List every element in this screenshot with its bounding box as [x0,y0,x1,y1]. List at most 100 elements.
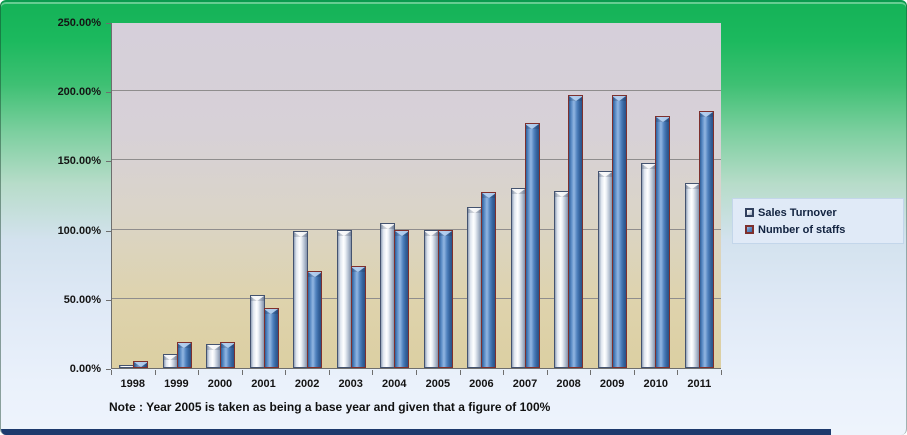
legend-label: Sales Turnover [758,206,837,219]
category-group-2001 [243,23,287,368]
y-tick-label: 100.00% [57,224,101,237]
category-group-2003 [330,23,374,368]
category-group-2006 [460,23,504,368]
category-group-2009 [591,23,635,368]
x-tick-mark [154,370,156,375]
staffs-bar-1999 [176,342,192,368]
x-tick-mark [677,370,679,375]
staffs-bar-2005 [437,230,453,368]
y-tick-mark [106,23,111,24]
y-tick-mark [106,299,111,301]
legend-label: Number of staffs [758,223,846,236]
staffs-bar-2009 [611,95,627,368]
gridline [112,159,721,161]
x-tick-mark [111,370,112,375]
staffs-bar-2002 [307,271,323,368]
x-tick-label: 1998 [120,378,146,390]
x-tick-label: 2003 [338,378,363,390]
x-tick-mark [459,370,461,375]
category-group-2008 [547,23,591,368]
sales-bar-2008 [554,191,570,368]
category-group-2011 [678,23,722,368]
gridline [112,90,721,92]
staffs-bar-2010 [655,116,671,368]
x-tick-label: 2000 [207,378,233,390]
category-group-1998 [112,23,156,368]
y-tick-label: 150.00% [57,155,101,168]
legend-item: Number of staffs [745,224,903,236]
x-tick-label: 2004 [382,378,407,390]
sales-bar-2007 [510,188,526,368]
sales-bar-2011 [684,183,700,368]
y-tick-label: 250.00% [57,17,101,29]
x-tick-label: 2011 [687,378,712,390]
sales-bar-2004 [380,223,396,368]
x-tick-mark [241,370,243,375]
x-tick-mark [285,370,287,375]
y-tick-mark [106,92,111,94]
sales-bar-2006 [467,207,483,368]
x-tick-mark [416,370,417,375]
sales-bar-2001 [249,295,265,368]
x-tick-label: 2010 [643,378,668,390]
x-tick-label: 1999 [164,378,189,390]
x-tick-mark [503,370,505,375]
y-tick-label: 200.00% [57,86,101,99]
y-tick-mark [106,230,111,232]
legend-item: Sales Turnover [745,207,903,219]
x-axis-labels: 1998 1999 2000 2001 2002 2003 2004 2005 2006 2007… [111,378,721,390]
x-tick-label: 2001 [251,378,276,390]
x-tick-mark [590,370,592,375]
sales-bar-2003 [336,230,352,368]
category-group-2005 [417,23,461,368]
x-tick-mark [372,370,374,375]
staffs-bar-2007 [524,123,540,368]
plot-area [111,23,721,369]
x-tick-label: 2007 [512,378,538,390]
category-group-2002 [286,23,330,368]
blue-square-icon [745,225,754,234]
category-group-2007 [504,23,548,368]
staffs-bar-2004 [394,230,410,368]
x-tick-label: 2002 [294,378,320,390]
sales-bar-1999 [162,354,178,368]
x-tick-mark [721,370,722,375]
category-group-2004 [373,23,417,368]
y-tick-mark [106,161,111,163]
category-group-2000 [199,23,243,368]
staffs-bar-2008 [568,95,584,368]
x-tick-label: 2005 [425,378,451,390]
gridline [112,228,721,230]
category-group-1999 [156,23,200,368]
staffs-bar-1998 [133,361,149,368]
sales-bar-2010 [641,163,657,368]
sales-bar-2005 [423,230,439,368]
y-tick-label: 50.00% [63,293,101,306]
x-tick-mark [633,370,635,375]
staffs-bar-2006 [481,192,497,368]
x-tick-mark [198,370,200,375]
chart-note: Note : Year 2005 is taken as being a bas… [109,400,551,414]
silver-square-icon [745,208,754,217]
x-tick-mark [328,370,330,375]
sales-bar-2000 [206,344,222,368]
category-group-2010 [634,23,678,368]
sales-bar-1998 [119,365,135,368]
y-tick-mark [106,369,111,370]
x-tick-label: 2009 [599,378,625,390]
staffs-bar-2011 [698,111,714,368]
sales-bar-2009 [597,171,613,368]
staffs-bar-2000 [220,342,236,368]
legend: Sales Turnover Number of staffs [732,198,904,244]
bottom-border-strip [1,429,831,435]
x-tick-mark [546,370,548,375]
staffs-bar-2003 [350,266,366,368]
x-tick-label: 2008 [556,378,581,390]
x-tick-label: 2006 [469,378,494,390]
y-tick-label: 0.00% [69,363,101,375]
staffs-bar-2001 [263,308,279,368]
gridline [112,297,721,299]
sales-bar-2002 [293,231,309,368]
bar-groups [112,23,721,368]
